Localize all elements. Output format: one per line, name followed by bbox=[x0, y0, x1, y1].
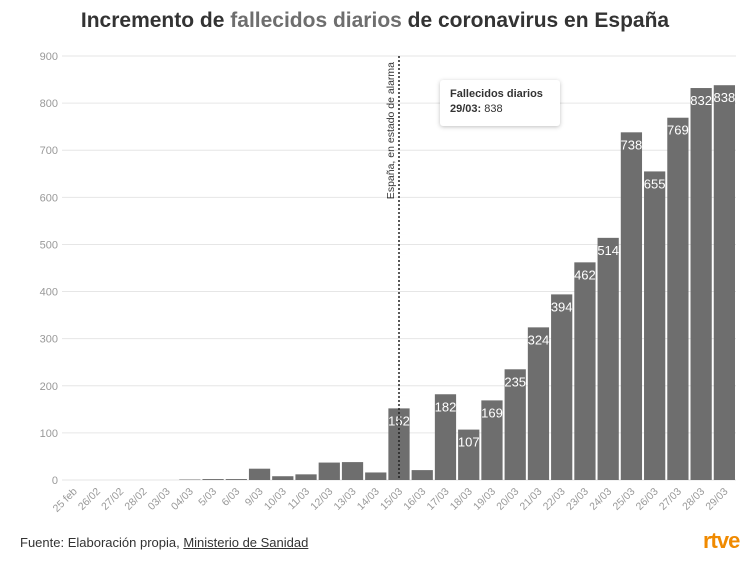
bar bbox=[248, 468, 271, 480]
x-tick-label: 19/03 bbox=[471, 486, 498, 513]
x-tick-label: 16/03 bbox=[401, 486, 428, 513]
x-tick-label: 27/02 bbox=[99, 486, 126, 513]
x-tick-label: 17/03 bbox=[425, 486, 452, 513]
bar bbox=[434, 394, 457, 480]
x-tick-label: 04/03 bbox=[169, 486, 196, 513]
data-label: 832 bbox=[690, 93, 712, 108]
bar bbox=[225, 479, 247, 480]
x-tick-label: 14/03 bbox=[355, 486, 382, 513]
data-label: 655 bbox=[644, 176, 666, 191]
bar bbox=[272, 476, 294, 480]
bar bbox=[365, 472, 387, 480]
title-part: Incremento de bbox=[80, 9, 231, 32]
bar bbox=[551, 294, 573, 480]
y-tick-label: 200 bbox=[40, 381, 58, 393]
tooltip-value: 838 bbox=[484, 103, 503, 115]
source-note: Fuente: Elaboración propia, Ministerio d… bbox=[20, 535, 308, 550]
y-tick-label: 500 bbox=[40, 239, 58, 251]
x-tick-label: 29/03 bbox=[703, 486, 730, 513]
x-tick-label: 22/03 bbox=[541, 486, 568, 513]
bar bbox=[341, 462, 364, 480]
x-tick-label: 20/03 bbox=[494, 486, 521, 513]
bar bbox=[620, 132, 643, 480]
x-tick-label: 26/03 bbox=[634, 486, 661, 513]
x-tick-label: 03/03 bbox=[146, 486, 173, 513]
x-tick-label: 5/03 bbox=[196, 486, 219, 509]
x-tick-label: 27/03 bbox=[657, 486, 684, 513]
bar bbox=[713, 85, 735, 480]
y-tick-label: 600 bbox=[40, 192, 58, 204]
y-tick-label: 100 bbox=[40, 428, 58, 440]
annotation-label: España, en estado de alarma bbox=[385, 62, 397, 199]
x-tick-label: 23/03 bbox=[564, 486, 591, 513]
data-label: 394 bbox=[551, 299, 573, 314]
source-text: Fuente: Elaboración propia, bbox=[20, 535, 184, 550]
x-tick-label: 15/03 bbox=[378, 486, 405, 513]
source-link[interactable]: Ministerio de Sanidad bbox=[183, 535, 309, 550]
x-tick-label: 13/03 bbox=[332, 486, 359, 513]
tooltip-series: Fallecidos diarios bbox=[450, 88, 543, 100]
x-tick-label: 26/02 bbox=[76, 486, 103, 513]
x-tick-label: 24/03 bbox=[587, 486, 614, 513]
data-label: 769 bbox=[667, 123, 689, 138]
data-label: 738 bbox=[621, 137, 643, 152]
data-label: 462 bbox=[574, 267, 596, 282]
bar bbox=[202, 479, 224, 480]
data-label: 514 bbox=[597, 243, 619, 258]
bar bbox=[597, 237, 619, 480]
tooltip-date: 29/03: bbox=[450, 103, 482, 115]
bar bbox=[574, 262, 596, 480]
title-highlight: fallecidos diarios bbox=[230, 9, 402, 32]
bar bbox=[690, 88, 712, 480]
bar bbox=[644, 171, 666, 480]
y-tick-label: 0 bbox=[52, 475, 58, 487]
bar bbox=[527, 327, 550, 480]
bar bbox=[295, 474, 317, 480]
y-tick-label: 800 bbox=[40, 98, 58, 110]
data-label: 182 bbox=[435, 399, 457, 414]
data-label: 169 bbox=[481, 405, 503, 420]
x-tick-label: 10/03 bbox=[262, 486, 289, 513]
data-label: 107 bbox=[458, 435, 480, 450]
x-tick-label: 11/03 bbox=[286, 486, 313, 513]
x-tick-label: 25/03 bbox=[610, 486, 637, 513]
x-tick-label: 21/03 bbox=[518, 486, 545, 513]
chart-title: Incremento de fallecidos diarios de coro… bbox=[0, 9, 750, 33]
bar bbox=[411, 470, 433, 480]
data-label: 324 bbox=[528, 332, 550, 347]
y-tick-label: 700 bbox=[40, 145, 58, 157]
bar bbox=[458, 429, 480, 480]
rtve-logo: rtve bbox=[703, 528, 740, 553]
title-part: de coronavirus en España bbox=[401, 9, 670, 32]
x-tick-label: 28/02 bbox=[122, 486, 149, 513]
x-tick-label: 18/03 bbox=[448, 486, 475, 513]
y-tick-label: 900 bbox=[40, 51, 58, 63]
data-label: 838 bbox=[714, 90, 736, 105]
bar bbox=[481, 400, 503, 480]
x-tick-label: 12/03 bbox=[308, 486, 335, 513]
x-tick-label: 28/03 bbox=[680, 486, 707, 513]
x-tick-label: 6/03 bbox=[219, 486, 242, 509]
bar bbox=[504, 369, 526, 480]
x-tick-label: 25 feb bbox=[51, 486, 80, 515]
data-label: 235 bbox=[504, 374, 526, 389]
y-tick-label: 300 bbox=[40, 334, 58, 346]
bar bbox=[667, 117, 689, 481]
tooltip: Fallecidos diarios 29/03: 838 bbox=[440, 80, 560, 126]
bar bbox=[318, 462, 340, 480]
y-tick-label: 400 bbox=[40, 287, 58, 299]
